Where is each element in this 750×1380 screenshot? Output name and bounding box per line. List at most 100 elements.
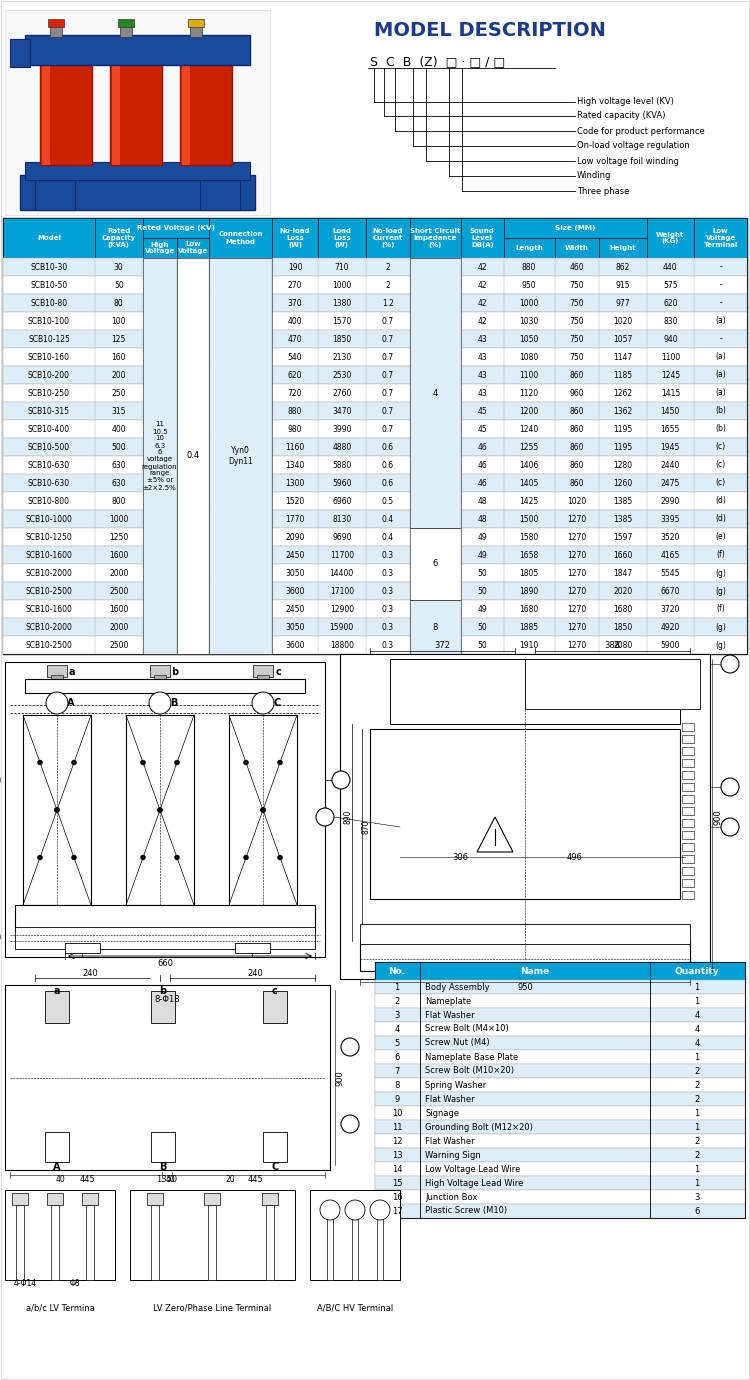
Bar bbox=[554, 237, 599, 258]
Bar bbox=[35, 175, 75, 210]
Bar bbox=[5, 10, 270, 215]
Bar bbox=[360, 925, 690, 944]
Bar bbox=[375, 1134, 745, 1148]
Text: 1405: 1405 bbox=[520, 479, 538, 487]
Text: 3470: 3470 bbox=[332, 407, 352, 415]
Text: 1200: 1200 bbox=[520, 407, 538, 415]
Text: 1270: 1270 bbox=[567, 551, 586, 559]
Bar bbox=[25, 679, 305, 693]
Bar bbox=[503, 218, 646, 237]
Text: 8: 8 bbox=[433, 622, 438, 632]
Text: Length: Length bbox=[515, 246, 543, 251]
Bar bbox=[682, 723, 694, 731]
Text: 1: 1 bbox=[694, 1165, 700, 1173]
Text: 4: 4 bbox=[433, 389, 438, 397]
Text: 3: 3 bbox=[694, 1192, 700, 1202]
Text: 1270: 1270 bbox=[567, 533, 586, 541]
Bar bbox=[3, 218, 747, 258]
Text: 750: 750 bbox=[569, 316, 584, 326]
Text: 1660: 1660 bbox=[613, 551, 632, 559]
Bar bbox=[370, 729, 680, 898]
Text: Rated
Capacity
(KVA): Rated Capacity (KVA) bbox=[102, 228, 136, 248]
Text: 940: 940 bbox=[663, 334, 678, 344]
Text: 950: 950 bbox=[522, 280, 536, 290]
Text: SCB10-630: SCB10-630 bbox=[28, 461, 70, 469]
Text: a: a bbox=[54, 985, 60, 996]
Text: 3990: 3990 bbox=[332, 425, 352, 433]
Text: SCB10-160: SCB10-160 bbox=[28, 352, 70, 362]
Text: 3720: 3720 bbox=[661, 604, 680, 614]
Text: SCB10-1000: SCB10-1000 bbox=[26, 515, 73, 523]
Text: 1: 1 bbox=[694, 983, 700, 991]
Text: (a): (a) bbox=[716, 352, 726, 362]
Bar bbox=[375, 1203, 745, 1219]
Text: SCB10-1600: SCB10-1600 bbox=[26, 551, 73, 559]
Text: 10: 10 bbox=[392, 1108, 402, 1118]
Bar bbox=[3, 312, 747, 330]
Text: 2: 2 bbox=[347, 1119, 352, 1129]
Text: 100: 100 bbox=[112, 316, 126, 326]
Bar bbox=[126, 715, 194, 905]
Bar bbox=[375, 980, 745, 994]
Text: 4920: 4920 bbox=[661, 622, 680, 632]
Text: 2: 2 bbox=[394, 996, 400, 1006]
Text: 0.3: 0.3 bbox=[382, 640, 394, 650]
Bar bbox=[410, 218, 461, 258]
Bar bbox=[3, 218, 747, 654]
Bar bbox=[3, 582, 747, 600]
Text: 50: 50 bbox=[478, 569, 488, 577]
Text: 1120: 1120 bbox=[520, 389, 538, 397]
Text: 80: 80 bbox=[114, 298, 124, 308]
Text: 3600: 3600 bbox=[285, 640, 304, 650]
Text: 0.4: 0.4 bbox=[186, 451, 200, 461]
Text: SCB10-50: SCB10-50 bbox=[30, 280, 68, 290]
Text: LV Zero/Phase Line Terminal: LV Zero/Phase Line Terminal bbox=[153, 1304, 272, 1312]
Text: 49: 49 bbox=[478, 533, 488, 541]
Bar bbox=[50, 22, 62, 37]
Text: 1.2: 1.2 bbox=[382, 298, 394, 308]
Text: 1850: 1850 bbox=[613, 622, 632, 632]
Text: 1945: 1945 bbox=[661, 443, 680, 451]
Text: 445: 445 bbox=[80, 1176, 94, 1184]
Bar bbox=[15, 927, 315, 949]
Text: Code for product performance: Code for product performance bbox=[577, 127, 705, 135]
Text: 18800: 18800 bbox=[330, 640, 354, 650]
Text: A: A bbox=[53, 1162, 61, 1172]
Bar bbox=[142, 258, 177, 654]
Text: SCB10-2000: SCB10-2000 bbox=[26, 622, 73, 632]
Text: No-load
Current
(%): No-load Current (%) bbox=[373, 228, 403, 248]
Text: 43: 43 bbox=[478, 370, 488, 380]
Text: 400: 400 bbox=[288, 316, 302, 326]
Text: 440: 440 bbox=[663, 262, 678, 272]
Bar bbox=[95, 218, 142, 258]
Text: 1770: 1770 bbox=[285, 515, 304, 523]
Text: 160: 160 bbox=[112, 352, 126, 362]
Text: 43: 43 bbox=[478, 352, 488, 362]
Text: (e): (e) bbox=[716, 533, 726, 541]
Text: 1910: 1910 bbox=[520, 640, 538, 650]
Bar bbox=[3, 546, 747, 564]
Text: 1: 1 bbox=[694, 996, 700, 1006]
Text: 5: 5 bbox=[394, 1039, 400, 1047]
Bar bbox=[51, 675, 63, 683]
Text: 15: 15 bbox=[725, 660, 735, 668]
Text: 1260: 1260 bbox=[613, 479, 632, 487]
Text: 500: 500 bbox=[112, 443, 126, 451]
Bar bbox=[375, 1105, 745, 1121]
Text: 1270: 1270 bbox=[567, 604, 586, 614]
Circle shape bbox=[341, 1038, 359, 1056]
Bar bbox=[25, 161, 250, 179]
Text: Low
Voltage: Low Voltage bbox=[178, 241, 208, 254]
Text: 17: 17 bbox=[392, 1206, 402, 1216]
Text: 750: 750 bbox=[569, 352, 584, 362]
Text: 2475: 2475 bbox=[661, 479, 680, 487]
Text: 977: 977 bbox=[616, 298, 630, 308]
Bar bbox=[366, 218, 410, 258]
Text: (c): (c) bbox=[716, 479, 726, 487]
Bar bbox=[3, 618, 747, 636]
Bar bbox=[151, 1132, 175, 1162]
Bar bbox=[682, 879, 694, 887]
Text: 16: 16 bbox=[725, 782, 735, 792]
Bar bbox=[461, 218, 503, 258]
Bar bbox=[410, 600, 461, 654]
